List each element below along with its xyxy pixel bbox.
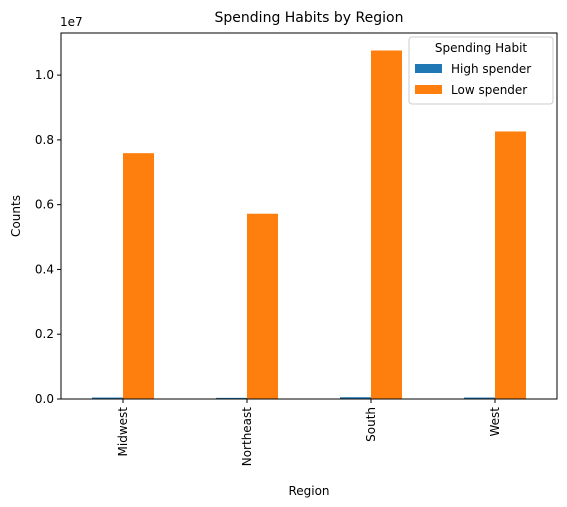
y-tick-label: 0.8 xyxy=(35,133,54,147)
x-tick-label-south: South xyxy=(364,407,378,442)
y-axis: 0.0 0.2 0.4 0.6 0.8 1.0 xyxy=(35,68,61,406)
legend-box xyxy=(408,36,554,105)
x-tick-label-northeast: Northeast xyxy=(240,407,254,467)
bar-high-spender-northeast xyxy=(216,397,247,399)
legend-swatch xyxy=(415,64,442,73)
bar-high-spender-south xyxy=(340,397,371,399)
bar-high-spender-midwest xyxy=(92,397,123,399)
y-tick-label: 1.0 xyxy=(35,68,54,82)
legend: Spending Habit High spender Low spender xyxy=(408,36,554,105)
bar-low-spender-midwest xyxy=(123,153,154,399)
x-axis-label: Region xyxy=(288,484,329,498)
legend-swatch xyxy=(415,85,442,94)
y-offset-label: 1e7 xyxy=(60,15,83,29)
bar-low-spender-south xyxy=(371,50,402,399)
x-tick-label-west: West xyxy=(488,407,502,437)
y-tick-label: 0.2 xyxy=(35,327,54,341)
y-tick-label: 0.6 xyxy=(35,198,54,212)
chart-title: Spending Habits by Region xyxy=(215,10,404,26)
bar-high-spender-west xyxy=(464,397,495,399)
y-tick-label: 0.4 xyxy=(35,262,54,276)
bar-low-spender-west xyxy=(495,131,526,399)
plot-frame xyxy=(60,32,558,400)
x-tick-label-midwest: Midwest xyxy=(116,407,130,457)
y-tick-label: 0.0 xyxy=(35,392,54,406)
legend-label: Low spender xyxy=(451,83,527,97)
bar-low-spender-northeast xyxy=(247,213,278,399)
legend-title: Spending Habit xyxy=(435,41,528,55)
bars-group xyxy=(92,50,526,399)
x-axis: Midwest Northeast South West xyxy=(116,399,502,466)
y-axis-label: Counts xyxy=(9,195,23,237)
legend-label: High spender xyxy=(451,62,531,76)
